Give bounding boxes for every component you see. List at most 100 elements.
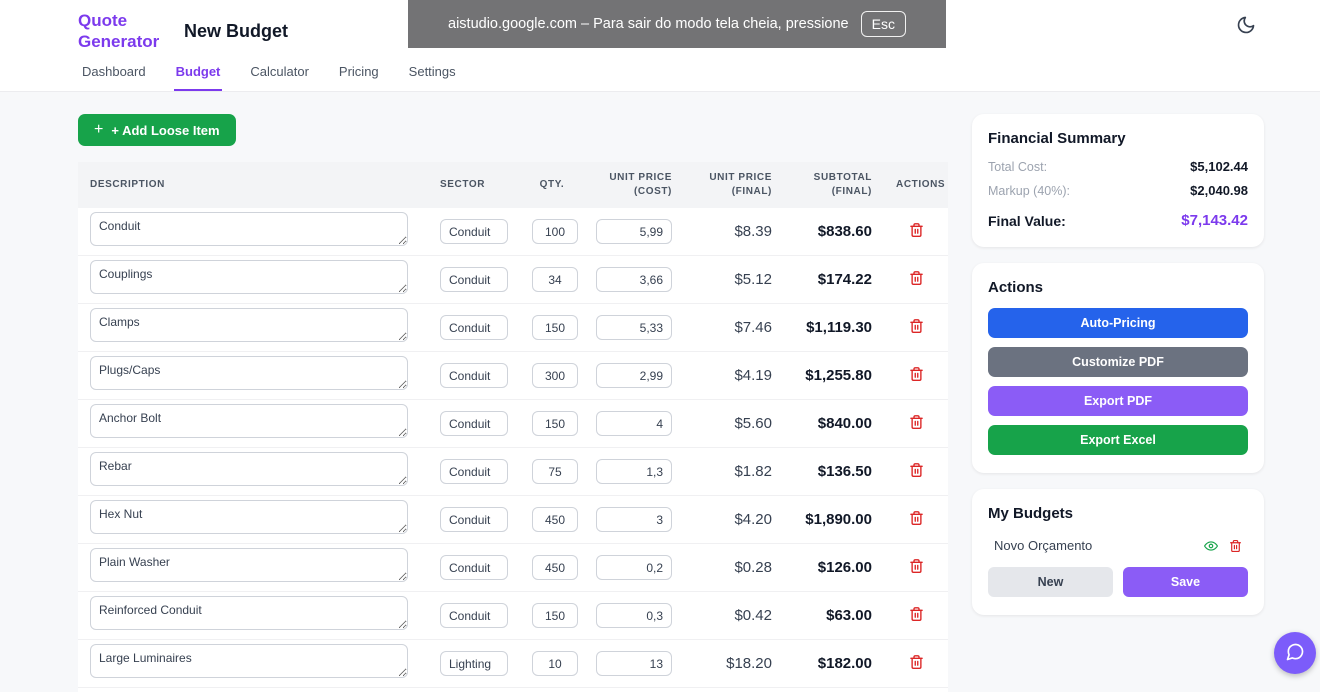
table-header-row: DESCRIPTION SECTOR QTY. UNIT PRICE (COST… xyxy=(78,162,948,208)
sector-input[interactable] xyxy=(440,267,508,292)
auto-pricing-button[interactable]: Auto-Pricing xyxy=(988,308,1248,338)
nav-tab-budget[interactable]: Budget xyxy=(173,60,223,91)
unit-price-cost-input[interactable] xyxy=(596,555,672,580)
unit-price-cost-input[interactable] xyxy=(596,459,672,484)
qty-input[interactable] xyxy=(532,363,578,388)
qty-input[interactable] xyxy=(532,411,578,436)
header-description: DESCRIPTION xyxy=(78,162,428,208)
trash-icon xyxy=(909,319,924,337)
qty-input[interactable] xyxy=(532,267,578,292)
actions-button-list: Auto-Pricing Customize PDF Export PDF Expor… xyxy=(988,308,1248,455)
unit-price-final-value: $8.39 xyxy=(734,223,772,240)
sidebar: Financial Summary Total Cost: $5,102.44 … xyxy=(972,114,1264,615)
page-title: New Budget xyxy=(184,20,289,41)
qty-input[interactable] xyxy=(532,315,578,340)
table-row: $0.28 $126.00 xyxy=(78,544,948,592)
chat-widget-button[interactable] xyxy=(1274,632,1316,674)
unit-price-cost-input[interactable] xyxy=(596,219,672,244)
description-input[interactable] xyxy=(90,308,408,342)
description-input[interactable] xyxy=(90,260,408,294)
moon-icon xyxy=(1236,16,1256,38)
header-sector: SECTOR xyxy=(428,162,520,208)
qty-input[interactable] xyxy=(532,603,578,628)
actions-card: Actions Auto-Pricing Customize PDF Export … xyxy=(972,263,1264,473)
unit-price-cost-input[interactable] xyxy=(596,267,672,292)
qty-input[interactable] xyxy=(532,507,578,532)
unit-price-cost-input[interactable] xyxy=(596,651,672,676)
sector-input[interactable] xyxy=(440,555,508,580)
subtotal-final-value: $126.00 xyxy=(817,559,872,576)
subtotal-final-value: $136.50 xyxy=(817,463,872,480)
delete-budget-button[interactable] xyxy=(1229,539,1242,553)
unit-price-cost-input[interactable] xyxy=(596,507,672,532)
table-row: $8.39 $838.60 xyxy=(78,208,948,256)
delete-row-button[interactable] xyxy=(907,604,926,627)
delete-row-button[interactable] xyxy=(907,268,926,291)
delete-row-button[interactable] xyxy=(907,460,926,483)
header-qty: QTY. xyxy=(520,162,584,208)
unit-price-final-value: $0.28 xyxy=(734,559,772,576)
unit-price-cost-input[interactable] xyxy=(596,411,672,436)
add-loose-item-button[interactable]: + + Add Loose Item xyxy=(78,114,236,146)
sector-input[interactable] xyxy=(440,315,508,340)
customize-pdf-button[interactable]: Customize PDF xyxy=(988,347,1248,377)
delete-row-button[interactable] xyxy=(907,508,926,531)
dark-mode-toggle[interactable] xyxy=(1234,14,1258,38)
sector-input[interactable] xyxy=(440,219,508,244)
delete-row-button[interactable] xyxy=(907,364,926,387)
final-value: $7,143.42 xyxy=(1181,212,1248,229)
budget-item-name: Novo Orçamento xyxy=(994,538,1093,553)
description-input[interactable] xyxy=(90,596,408,630)
budget-table-body: $8.39 $838.60 xyxy=(78,208,948,692)
budget-table: DESCRIPTION SECTOR QTY. UNIT PRICE (COST… xyxy=(78,162,948,692)
delete-row-button[interactable] xyxy=(907,652,926,675)
nav-tab-calculator[interactable]: Calculator xyxy=(248,60,311,91)
budget-area: + + Add Loose Item DESCRIPTION SECTOR QT… xyxy=(78,114,948,692)
subtotal-final-value: $174.22 xyxy=(817,271,872,288)
description-input[interactable] xyxy=(90,452,408,486)
unit-price-cost-input[interactable] xyxy=(596,315,672,340)
export-excel-button[interactable]: Export Excel xyxy=(988,425,1248,455)
markup-value: $2,040.98 xyxy=(1190,183,1248,198)
unit-price-final-value: $5.60 xyxy=(734,415,772,432)
nav-tab-settings[interactable]: Settings xyxy=(407,60,458,91)
unit-price-final-value: $1.82 xyxy=(734,463,772,480)
description-input[interactable] xyxy=(90,356,408,390)
subtotal-final-value: $168.00 xyxy=(784,688,884,692)
unit-price-final-value: $5.12 xyxy=(734,271,772,288)
financial-summary-title: Financial Summary xyxy=(988,130,1126,147)
qty-input[interactable] xyxy=(532,219,578,244)
description-input[interactable] xyxy=(90,212,408,246)
unit-price-cost-input[interactable] xyxy=(596,603,672,628)
sector-input[interactable] xyxy=(440,507,508,532)
sector-input[interactable] xyxy=(440,459,508,484)
nav-tab-pricing[interactable]: Pricing xyxy=(337,60,381,91)
table-row: $4.19 $1,255.80 xyxy=(78,352,948,400)
sector-input[interactable] xyxy=(440,363,508,388)
delete-row-button[interactable] xyxy=(907,220,926,243)
description-input[interactable] xyxy=(90,500,408,534)
delete-row-button[interactable] xyxy=(907,412,926,435)
qty-input[interactable] xyxy=(532,459,578,484)
table-row: $18.20 $182.00 xyxy=(78,640,948,688)
sector-input[interactable] xyxy=(440,603,508,628)
sector-input[interactable] xyxy=(440,651,508,676)
new-budget-button[interactable]: New xyxy=(988,567,1113,597)
qty-input[interactable] xyxy=(532,651,578,676)
export-pdf-button[interactable]: Export PDF xyxy=(988,386,1248,416)
unit-price-cost-input[interactable] xyxy=(596,363,672,388)
nav-tab-dashboard[interactable]: Dashboard xyxy=(80,60,148,91)
description-input[interactable] xyxy=(90,548,408,582)
delete-row-button[interactable] xyxy=(907,316,926,339)
sector-input[interactable] xyxy=(440,411,508,436)
fullscreen-exit-notice: aistudio.google.com – Para sair do modo … xyxy=(408,0,946,48)
view-budget-button[interactable] xyxy=(1203,539,1219,553)
trash-icon xyxy=(909,511,924,529)
description-input[interactable] xyxy=(90,644,408,678)
save-budget-button[interactable]: Save xyxy=(1123,567,1248,597)
delete-row-button[interactable] xyxy=(907,556,926,579)
description-input[interactable] xyxy=(90,404,408,438)
qty-input[interactable] xyxy=(532,555,578,580)
table-row: $5.60 $840.00 xyxy=(78,400,948,448)
header-unit-price-cost: UNIT PRICE (COST) xyxy=(584,162,684,208)
